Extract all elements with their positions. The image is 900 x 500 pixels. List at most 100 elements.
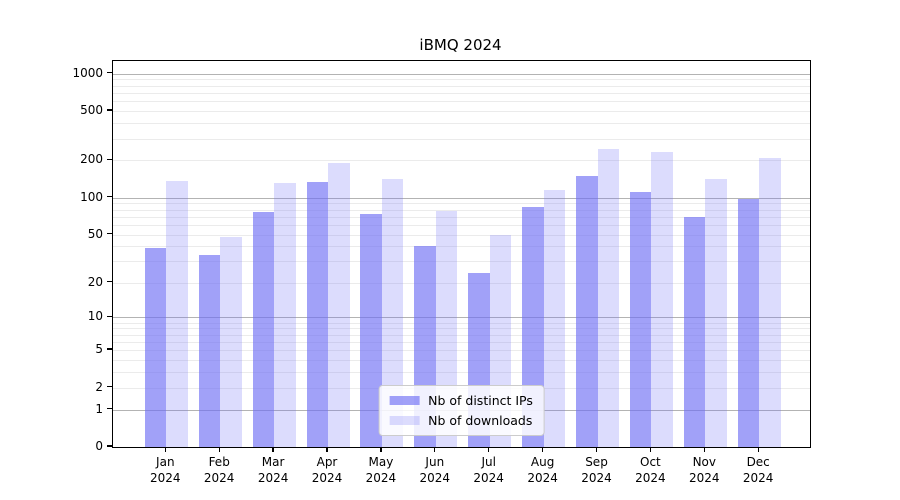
y-tick-label: 1 <box>95 401 103 416</box>
x-tick-mark <box>488 447 490 452</box>
gridline-minor <box>113 138 810 140</box>
x-tick-label-feb: Feb 2024 <box>203 455 235 485</box>
bar-downloads-dec <box>759 158 781 447</box>
legend-item-downloads: Nb of downloads <box>389 413 533 428</box>
gridline-minor <box>113 360 810 362</box>
gridline-minor <box>113 123 810 125</box>
legend-swatch-distinct-ips <box>389 396 420 405</box>
gridline-minor <box>113 282 810 284</box>
gridline-minor <box>113 334 810 336</box>
bar-downloads-sep <box>597 148 619 447</box>
plot-area: Nb of distinct IPs Nb of downloads <box>112 60 811 448</box>
bar-downloads-mar <box>274 182 296 447</box>
gridline-major <box>113 73 810 75</box>
x-tick-mark <box>757 447 759 452</box>
legend-label-distinct-ips: Nb of distinct IPs <box>428 393 533 408</box>
x-tick-mark <box>380 447 382 452</box>
x-tick-label-oct: Oct 2024 <box>635 455 666 485</box>
x-tick-mark <box>541 447 544 452</box>
gridline-major <box>113 197 810 199</box>
x-tick-mark <box>326 447 328 452</box>
bar-distinct-ips-apr <box>306 181 328 447</box>
gridline-minor <box>113 203 810 205</box>
legend-item-distinct-ips: Nb of distinct IPs <box>389 393 533 408</box>
bar-downloads-may <box>381 179 404 447</box>
bar-downloads-nov <box>705 179 727 447</box>
y-tick-label: 50 <box>87 226 103 241</box>
x-tick-mark <box>434 447 436 452</box>
bar-downloads-aug <box>543 190 566 447</box>
x-tick-mark <box>218 447 220 452</box>
x-tick-mark <box>164 447 166 452</box>
y-tick-mark <box>107 445 112 447</box>
x-tick-mark <box>595 447 598 452</box>
gridline-minor <box>113 224 810 226</box>
gridline-minor <box>113 209 810 211</box>
y-tick-label: 100 <box>80 189 103 204</box>
bar-distinct-ips-oct <box>629 192 652 447</box>
x-tick-label-nov: Nov 2024 <box>689 455 720 485</box>
gridline-minor <box>113 160 810 162</box>
bar-distinct-ips-jan <box>144 247 167 447</box>
x-tick-label-jun: Jun 2024 <box>419 455 451 485</box>
bar-downloads-jan <box>166 181 188 447</box>
gridline-minor <box>113 350 810 352</box>
gridline-minor <box>113 322 810 324</box>
x-tick-label-aug: Aug 2024 <box>527 455 558 485</box>
y-tick-mark <box>107 385 112 388</box>
bar-distinct-ips-sep <box>576 175 598 447</box>
legend-label-downloads: Nb of downloads <box>428 413 533 428</box>
y-tick-mark <box>107 158 112 161</box>
y-tick-mark <box>107 315 112 318</box>
bar-distinct-ips-feb <box>198 254 221 447</box>
x-tick-mark <box>649 447 652 452</box>
x-tick-label-dec: Dec 2024 <box>742 455 774 485</box>
y-tick-mark <box>107 195 112 198</box>
bar-downloads-apr <box>328 162 350 447</box>
gridline-minor <box>113 216 810 218</box>
bar-downloads-feb <box>220 236 242 447</box>
legend: Nb of distinct IPs Nb of downloads <box>378 385 545 436</box>
y-tick-label: 0 <box>95 439 103 453</box>
gridline-major <box>113 317 810 319</box>
y-tick-mark <box>107 348 112 350</box>
gridline-minor <box>113 92 810 94</box>
x-tick-label-apr: Apr 2024 <box>311 455 343 485</box>
y-tick-mark <box>107 280 112 283</box>
x-tick-label-may: May 2024 <box>365 455 397 485</box>
bar-distinct-ips-nov <box>683 216 706 447</box>
gridline-minor <box>113 341 810 343</box>
y-tick-mark <box>107 407 112 410</box>
bar-distinct-ips-dec <box>737 199 760 447</box>
y-tick-label: 2 <box>95 379 103 394</box>
gridline-minor <box>113 101 810 103</box>
gridline-minor <box>113 234 810 236</box>
bar-distinct-ips-may <box>360 213 382 447</box>
x-tick-label-mar: Mar 2024 <box>257 455 289 485</box>
x-tick-label-sep: Sep 2024 <box>581 455 612 485</box>
x-tick-mark <box>272 447 274 452</box>
chart-title: iBMQ 2024 <box>419 36 502 54</box>
gridline-minor <box>113 261 810 263</box>
x-tick-label-jan: Jan 2024 <box>150 455 181 485</box>
gridline-minor <box>113 372 810 374</box>
gridline-minor <box>113 85 810 87</box>
y-tick-label: 10 <box>87 309 103 324</box>
gridline-minor <box>113 111 810 113</box>
x-tick-label-jul: Jul 2024 <box>473 455 504 485</box>
y-tick-label: 5 <box>95 342 103 357</box>
y-tick-label: 500 <box>80 103 103 118</box>
y-tick-mark <box>107 72 112 74</box>
bar-downloads-oct <box>651 151 673 447</box>
gridline-minor <box>113 246 810 248</box>
y-tick-label: 200 <box>80 152 103 167</box>
gridline-minor <box>113 328 810 330</box>
y-tick-label: 20 <box>87 274 103 289</box>
gridline-minor <box>113 79 810 81</box>
y-tick-mark <box>107 232 112 235</box>
legend-swatch-downloads <box>389 416 420 425</box>
bar-distinct-ips-mar <box>252 211 275 447</box>
x-tick-mark <box>703 447 705 452</box>
y-tick-label: 1000 <box>72 65 103 80</box>
